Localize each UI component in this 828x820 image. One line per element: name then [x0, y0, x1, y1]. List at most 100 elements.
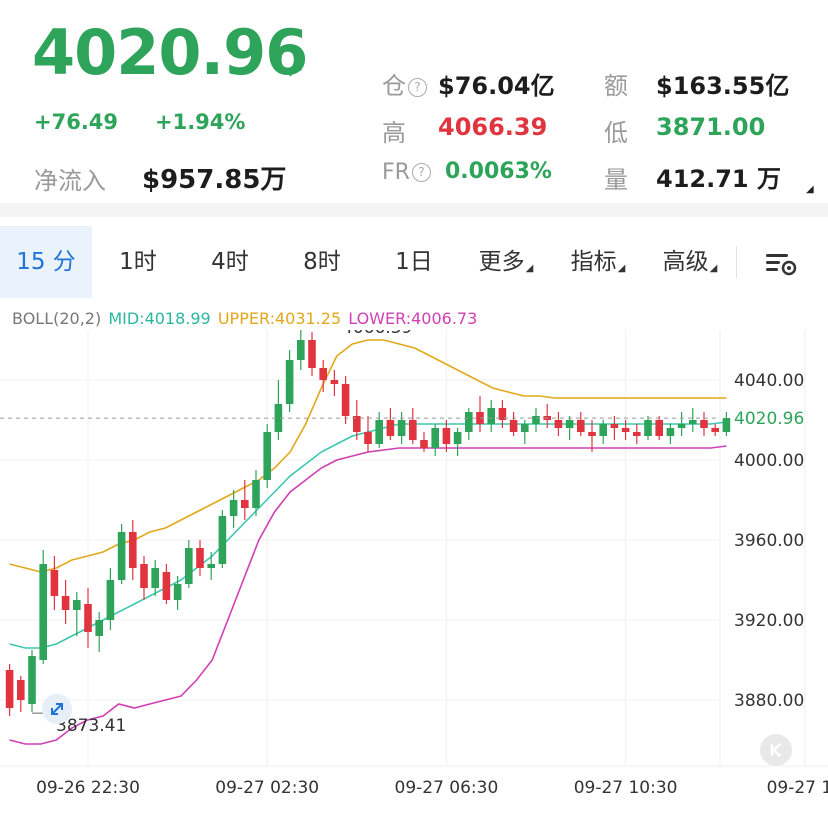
arrow-up-right-icon: ↗ — [286, 58, 305, 83]
candle-body — [420, 440, 428, 448]
candle — [722, 412, 731, 436]
candle-body — [263, 432, 271, 480]
jump-to-latest-icon[interactable] — [760, 734, 792, 766]
candle-body — [487, 408, 495, 424]
candle-body — [375, 420, 383, 444]
candle — [353, 400, 361, 440]
x-tick-label: 09-27 14 — [767, 778, 828, 798]
candle — [84, 588, 92, 648]
tab-label: 1日 — [395, 249, 433, 275]
candle-body — [565, 420, 574, 428]
tab-8h[interactable]: 8时 — [276, 226, 368, 298]
boll-lower-value: LOWER:4006.73 — [348, 309, 478, 328]
x-tick-label: 09-27 10:30 — [574, 778, 678, 798]
candle-body — [700, 420, 708, 428]
candle — [28, 650, 36, 712]
candle-body — [621, 428, 630, 432]
candle-body — [50, 570, 59, 596]
candle — [151, 560, 159, 596]
candle — [375, 412, 383, 448]
help-icon[interactable]: ? — [408, 78, 427, 97]
low-label: 低 — [604, 119, 628, 147]
candle-body — [129, 532, 137, 568]
candle-body — [521, 424, 529, 432]
expand-icon[interactable] — [42, 694, 72, 724]
candle — [252, 470, 260, 516]
tab-4h[interactable]: 4时 — [184, 226, 276, 298]
amount-value: $163.55亿 — [656, 72, 790, 100]
indicator-legend: BOLL(20,2) MID:4018.99 UPPER:4031.25 LOW… — [12, 309, 477, 328]
candle-body — [319, 368, 327, 380]
candle — [498, 400, 507, 428]
candle-body — [196, 548, 204, 568]
candle — [621, 420, 630, 440]
candle — [117, 524, 126, 584]
high-value: 4066.39 — [438, 113, 548, 141]
tab-1h[interactable]: 1时 — [92, 226, 184, 298]
candle-body — [386, 420, 395, 436]
candle-body — [73, 600, 81, 610]
candle-body — [39, 564, 47, 660]
volume-label: 量 — [604, 166, 628, 194]
candle-body — [173, 584, 182, 600]
fr-label-text: FR — [382, 160, 410, 185]
candle — [476, 396, 484, 432]
net-inflow-label: 净流入 — [34, 167, 106, 195]
candle — [5, 664, 14, 716]
candle — [95, 612, 103, 652]
candle-body — [297, 340, 305, 360]
dropdown-icon: ◢ — [525, 263, 534, 274]
tab-more[interactable]: 更多◢ — [460, 226, 552, 298]
candle — [297, 327, 305, 370]
help-icon[interactable]: ? — [411, 163, 431, 182]
volume-value: 412.71 万 — [656, 165, 781, 193]
candle-body — [465, 412, 473, 432]
indicator-name: BOLL(20,2) — [12, 309, 102, 328]
tab-label: 4时 — [211, 249, 249, 275]
candle — [588, 420, 596, 452]
open-interest-label-text: 仓 — [382, 72, 406, 100]
candle — [666, 424, 675, 444]
tab-indicators[interactable]: 指标◢ — [552, 226, 644, 298]
candle-body — [397, 420, 406, 436]
fr-label[interactable]: FR? — [382, 160, 431, 185]
candle — [700, 412, 708, 436]
candle-body — [218, 516, 227, 564]
candlestick-chart[interactable]: 4040.00 4000.00 3960.00 3920.00 3880.00 09-26… — [0, 318, 828, 820]
candle — [442, 420, 451, 452]
expand-stats-icon[interactable]: ◢ — [806, 184, 814, 195]
candle — [711, 424, 719, 436]
candle-body — [84, 604, 92, 632]
boll-lower-line — [9, 445, 727, 745]
candle-body — [655, 420, 663, 436]
chart-settings-icon[interactable] — [760, 248, 800, 278]
candle-body — [162, 572, 171, 600]
candle-body — [28, 656, 36, 704]
candle — [17, 676, 25, 712]
candle-body — [61, 596, 70, 610]
tab-label: 1时 — [119, 249, 157, 275]
candle-body — [140, 564, 148, 588]
candle — [397, 412, 406, 444]
candle — [521, 420, 529, 444]
open-interest-label[interactable]: 仓? — [382, 66, 427, 101]
candle-body — [554, 420, 563, 428]
tab-label: 指标 — [570, 249, 617, 275]
candle — [610, 416, 619, 440]
candle — [229, 490, 238, 528]
last-price: 4020.96 — [32, 16, 308, 89]
candle-body — [711, 428, 719, 432]
tab-15m[interactable]: 15 分 — [0, 226, 92, 298]
low-value: 3871.00 — [656, 113, 766, 141]
candle-body — [577, 420, 585, 432]
candle — [73, 592, 81, 636]
candle — [453, 428, 462, 456]
y-tick-label: 3920.00 — [734, 611, 804, 631]
candle-body — [666, 428, 675, 436]
candle-body — [453, 432, 462, 444]
tab-advanced[interactable]: 高级◢ — [644, 226, 736, 298]
candle-body — [207, 564, 215, 568]
candle — [487, 400, 495, 432]
tab-1d[interactable]: 1日 — [368, 226, 460, 298]
min-price-label: 3873.41 — [56, 716, 126, 736]
